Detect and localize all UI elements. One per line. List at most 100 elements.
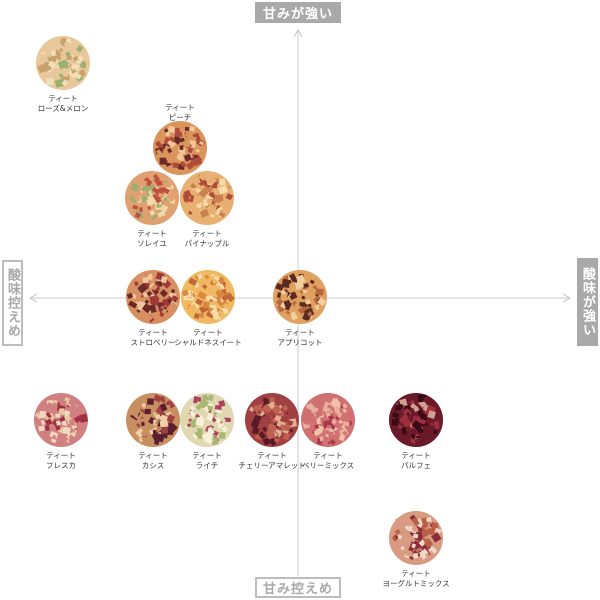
tea-piece xyxy=(140,428,150,438)
tea-piece xyxy=(312,285,318,290)
tea-image xyxy=(34,393,88,447)
tea-piece xyxy=(220,306,228,314)
tea-piece xyxy=(161,308,168,315)
tea-piece xyxy=(191,136,197,142)
tea-piece xyxy=(249,406,255,413)
tea-piece xyxy=(141,303,153,314)
tea-piece xyxy=(266,430,276,440)
tea-piece xyxy=(172,162,179,168)
tea-piece xyxy=(200,145,207,152)
item-name: アプリコット xyxy=(277,338,323,347)
tea-piece xyxy=(183,406,191,414)
tea-piece xyxy=(195,298,203,306)
tea-piece xyxy=(417,394,425,403)
tea-piece xyxy=(221,294,229,302)
item-label: ティート フレスカ xyxy=(16,451,106,471)
tea-piece xyxy=(170,288,176,294)
item-brand: ティート xyxy=(193,328,223,337)
tea-piece xyxy=(161,186,171,195)
tea-piece xyxy=(301,295,306,300)
tea-piece xyxy=(314,409,324,418)
item-brand: ティート xyxy=(137,229,167,238)
tea-piece xyxy=(140,195,149,203)
tea-piece xyxy=(225,193,233,201)
tea-piece xyxy=(192,426,199,433)
item-label: ティート ライチ xyxy=(162,451,252,471)
tea-piece xyxy=(189,409,197,418)
tea-piece xyxy=(395,548,401,555)
tea-piece xyxy=(143,178,153,187)
tea-piece xyxy=(201,180,208,187)
tea-piece xyxy=(217,276,226,284)
tea-piece xyxy=(55,424,61,431)
item-label: ティート チェリーアマレット xyxy=(227,451,317,471)
item-brand: ティート xyxy=(192,451,222,460)
tea-piece xyxy=(404,545,408,550)
tea-piece xyxy=(178,146,186,155)
tea-piece xyxy=(428,545,438,556)
tea-piece xyxy=(225,292,235,303)
tea-piece xyxy=(306,311,313,317)
tea-piece xyxy=(294,303,299,308)
tea-piece xyxy=(221,405,228,412)
tea-image xyxy=(126,270,180,324)
tea-piece xyxy=(179,145,184,151)
tea-piece xyxy=(224,417,231,423)
tea-piece xyxy=(184,424,189,429)
axis-top: 甘みが強い xyxy=(255,2,341,23)
tea-piece xyxy=(142,277,149,283)
tea-image xyxy=(180,393,234,447)
item-label: ティート パイナップル xyxy=(162,229,252,249)
tea-piece xyxy=(61,435,69,443)
tea-piece xyxy=(327,404,332,409)
tea-piece xyxy=(146,196,157,207)
tea-piece xyxy=(152,429,157,435)
tea-piece xyxy=(191,292,196,298)
tea-piece xyxy=(210,214,215,218)
tea-piece xyxy=(330,397,341,409)
tea-image xyxy=(389,393,443,447)
tea-piece xyxy=(271,417,278,424)
tea-piece xyxy=(137,282,148,294)
tea-piece xyxy=(167,301,178,311)
tea-piece xyxy=(166,414,176,424)
tea-piece xyxy=(313,429,321,437)
tea-piece xyxy=(72,67,77,72)
tea-piece xyxy=(342,408,347,413)
item-name: ソレイユ xyxy=(137,239,167,248)
tea-piece xyxy=(199,313,204,318)
item-name: チェリーアマレット xyxy=(238,461,306,470)
tea-piece xyxy=(199,209,210,218)
tea-piece xyxy=(71,64,77,71)
tea-piece xyxy=(187,147,194,154)
tea-piece xyxy=(413,533,419,539)
tea-piece xyxy=(153,401,159,409)
tea-piece xyxy=(142,190,148,197)
tea-piece xyxy=(307,402,317,412)
tea-piece xyxy=(215,400,220,406)
tea-piece xyxy=(251,427,260,435)
tea-piece xyxy=(188,277,198,287)
tea-piece xyxy=(80,62,87,69)
tea-piece xyxy=(407,525,414,532)
tea-piece xyxy=(213,195,222,204)
tea-piece xyxy=(429,422,434,427)
tea-image xyxy=(301,393,355,447)
tea-piece xyxy=(79,413,88,423)
tea-piece xyxy=(198,172,207,181)
tea-piece xyxy=(403,419,412,427)
tea-piece xyxy=(225,287,232,293)
tea-piece xyxy=(165,131,171,137)
tea-piece xyxy=(283,299,291,308)
tea-piece xyxy=(275,399,281,405)
tea-piece xyxy=(431,532,442,543)
tea-piece xyxy=(411,543,417,549)
tea-piece xyxy=(159,173,166,181)
tea-piece xyxy=(297,307,305,315)
item-brand: ティート xyxy=(138,451,168,460)
tea-piece xyxy=(146,398,155,406)
item-name: シャルドネスイート xyxy=(174,338,242,347)
item-label: ティート カシス xyxy=(108,451,198,471)
tea-piece xyxy=(51,419,59,427)
tea-piece xyxy=(418,548,430,560)
